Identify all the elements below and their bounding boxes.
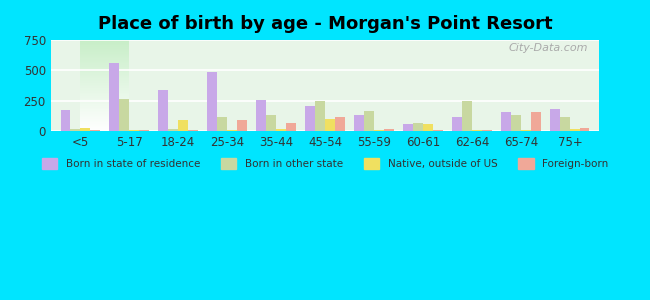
Bar bbox=[266, 115, 276, 131]
Bar bbox=[168, 129, 178, 131]
Bar bbox=[60, 110, 70, 131]
Bar bbox=[139, 130, 149, 131]
Bar bbox=[560, 117, 570, 131]
Bar bbox=[315, 101, 325, 131]
Bar bbox=[462, 101, 472, 131]
Bar bbox=[276, 129, 286, 131]
Bar bbox=[404, 124, 413, 131]
Bar bbox=[364, 111, 374, 131]
Bar bbox=[413, 123, 423, 131]
Bar bbox=[129, 130, 139, 131]
Bar bbox=[188, 130, 198, 131]
Bar bbox=[570, 129, 580, 131]
Bar bbox=[580, 128, 590, 131]
Bar bbox=[227, 130, 237, 131]
Bar bbox=[374, 130, 383, 131]
Bar bbox=[159, 91, 168, 131]
Bar bbox=[120, 99, 129, 131]
Bar bbox=[237, 120, 246, 131]
Bar bbox=[482, 130, 491, 131]
Bar bbox=[70, 129, 80, 131]
Bar bbox=[354, 115, 364, 131]
Bar bbox=[423, 124, 433, 131]
Bar bbox=[109, 63, 120, 131]
Bar bbox=[178, 120, 188, 131]
Bar bbox=[217, 116, 227, 131]
Legend: Born in state of residence, Born in other state, Native, outside of US, Foreign-: Born in state of residence, Born in othe… bbox=[38, 154, 612, 173]
Bar bbox=[551, 109, 560, 131]
Bar bbox=[433, 130, 443, 131]
Bar bbox=[325, 119, 335, 131]
Text: City-Data.com: City-Data.com bbox=[509, 43, 588, 53]
Bar bbox=[472, 130, 482, 131]
Bar bbox=[286, 123, 296, 131]
Title: Place of birth by age - Morgan's Point Resort: Place of birth by age - Morgan's Point R… bbox=[98, 15, 552, 33]
Bar bbox=[90, 130, 99, 131]
Bar bbox=[80, 128, 90, 131]
Bar bbox=[384, 129, 393, 131]
Bar bbox=[501, 112, 511, 131]
Bar bbox=[452, 116, 462, 131]
Bar bbox=[306, 106, 315, 131]
Bar bbox=[257, 100, 266, 131]
Bar bbox=[335, 117, 344, 131]
Bar bbox=[511, 115, 521, 131]
Bar bbox=[207, 72, 217, 131]
Bar bbox=[521, 130, 530, 131]
Bar bbox=[530, 112, 541, 131]
